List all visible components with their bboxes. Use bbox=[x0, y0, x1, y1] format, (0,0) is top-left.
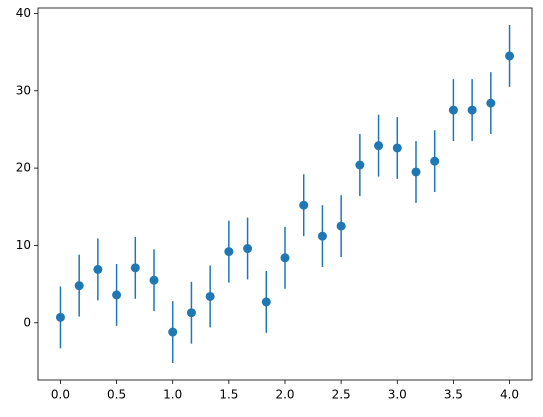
data-point bbox=[261, 297, 271, 307]
data-point bbox=[355, 160, 365, 170]
x-tick-label: 3.5 bbox=[444, 388, 463, 402]
x-tick-label: 1.5 bbox=[219, 388, 238, 402]
data-point bbox=[448, 105, 458, 115]
data-point bbox=[505, 51, 515, 61]
y-tick-label: 40 bbox=[16, 6, 31, 20]
data-point bbox=[467, 105, 477, 115]
data-point bbox=[243, 244, 253, 254]
data-point bbox=[299, 200, 309, 210]
data-point bbox=[392, 143, 402, 153]
axes-frame bbox=[37, 7, 533, 381]
data-point bbox=[336, 221, 346, 231]
x-tick-label: 2.5 bbox=[332, 388, 351, 402]
data-point bbox=[224, 247, 234, 257]
data-point bbox=[93, 264, 103, 274]
x-tick-label: 0.5 bbox=[107, 388, 126, 402]
x-tick-label: 0.0 bbox=[51, 388, 70, 402]
data-point bbox=[317, 231, 327, 241]
data-point bbox=[112, 290, 122, 300]
data-point bbox=[130, 263, 140, 273]
y-tick-label: 30 bbox=[16, 83, 31, 97]
data-point bbox=[186, 308, 196, 318]
x-tick-label: 4.0 bbox=[500, 388, 519, 402]
data-point bbox=[486, 98, 496, 108]
y-tick-label: 0 bbox=[23, 315, 31, 329]
data-point bbox=[374, 141, 384, 151]
data-point bbox=[430, 156, 440, 166]
data-point bbox=[74, 281, 84, 291]
data-point bbox=[149, 275, 159, 285]
y-tick-label: 20 bbox=[16, 161, 31, 175]
x-tick-label: 2.0 bbox=[275, 388, 294, 402]
x-tick-label: 3.0 bbox=[388, 388, 407, 402]
x-tick-label: 1.0 bbox=[163, 388, 182, 402]
y-tick-label: 10 bbox=[16, 238, 31, 252]
data-point bbox=[411, 167, 421, 177]
data-point bbox=[168, 327, 178, 337]
data-point bbox=[55, 312, 65, 322]
data-point bbox=[205, 291, 215, 301]
data-point bbox=[280, 253, 290, 263]
